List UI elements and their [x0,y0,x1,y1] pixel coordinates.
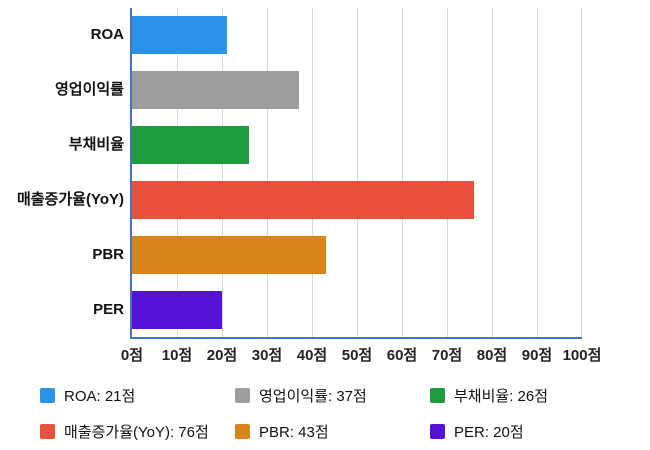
legend-swatch-icon [40,424,55,439]
x-tick-label: 0점 [120,347,144,364]
legend-label: PBR: 43점 [259,424,329,441]
gridline [402,8,403,337]
legend-item: 영업이익률: 37점 [235,385,430,406]
category-label-부채비율: 부채비율 [68,136,124,154]
x-tick-label: 30점 [251,347,283,364]
gridline [447,8,448,337]
gridline [492,8,493,337]
gridline [177,8,178,337]
legend-label: PER: 20점 [454,424,524,441]
legend-label: 매출증가율(YoY): 76점 [64,424,209,441]
legend-item: PBR: 43점 [235,421,430,442]
category-label-영업이익률: 영업이익률 [54,81,124,99]
bar-매출증가율(YoY) [132,180,474,219]
gridline [357,8,358,337]
legend-label: 영업이익률: 37점 [259,388,367,405]
gridline [537,8,538,337]
legend-item: ROA: 21점 [40,385,235,406]
legend-swatch-icon [430,388,445,403]
x-tick-label: 80점 [476,347,508,364]
legend-swatch-icon [235,424,250,439]
x-tick-label: 20점 [206,347,238,364]
x-tick-label: 100점 [562,347,602,364]
category-label-ROA: ROA [90,26,124,44]
x-tick-label: 10점 [161,347,193,364]
plot-area [130,8,582,339]
bar-PER [132,290,222,329]
legend-label: ROA: 21점 [64,388,136,405]
legend-item: 매출증가율(YoY): 76점 [40,421,235,442]
category-label-PBR: PBR [92,245,124,263]
x-tick-label: 70점 [431,347,463,364]
bar-영업이익률 [132,71,299,110]
bar-PBR [132,235,326,274]
category-label-매출증가율(YoY): 매출증가율(YoY) [16,190,124,208]
legend-item: PER: 20점 [430,421,548,442]
bar-ROA [132,16,227,55]
legend-label: 부채비율: 26점 [454,388,549,405]
legend-item: 부채비율: 26점 [430,385,548,406]
bar-부채비율 [132,126,249,165]
x-tick-label: 60점 [386,347,418,364]
gridline [267,8,268,337]
x-tick-label: 50점 [341,347,373,364]
category-label-PER: PER [93,300,124,318]
gridline [312,8,313,337]
gridline [581,8,582,337]
x-tick-label: 90점 [521,347,553,364]
legend-swatch-icon [235,388,250,403]
legend-swatch-icon [430,424,445,439]
gridline [222,8,223,337]
x-tick-label: 40점 [296,347,328,364]
legend-swatch-icon [40,388,55,403]
